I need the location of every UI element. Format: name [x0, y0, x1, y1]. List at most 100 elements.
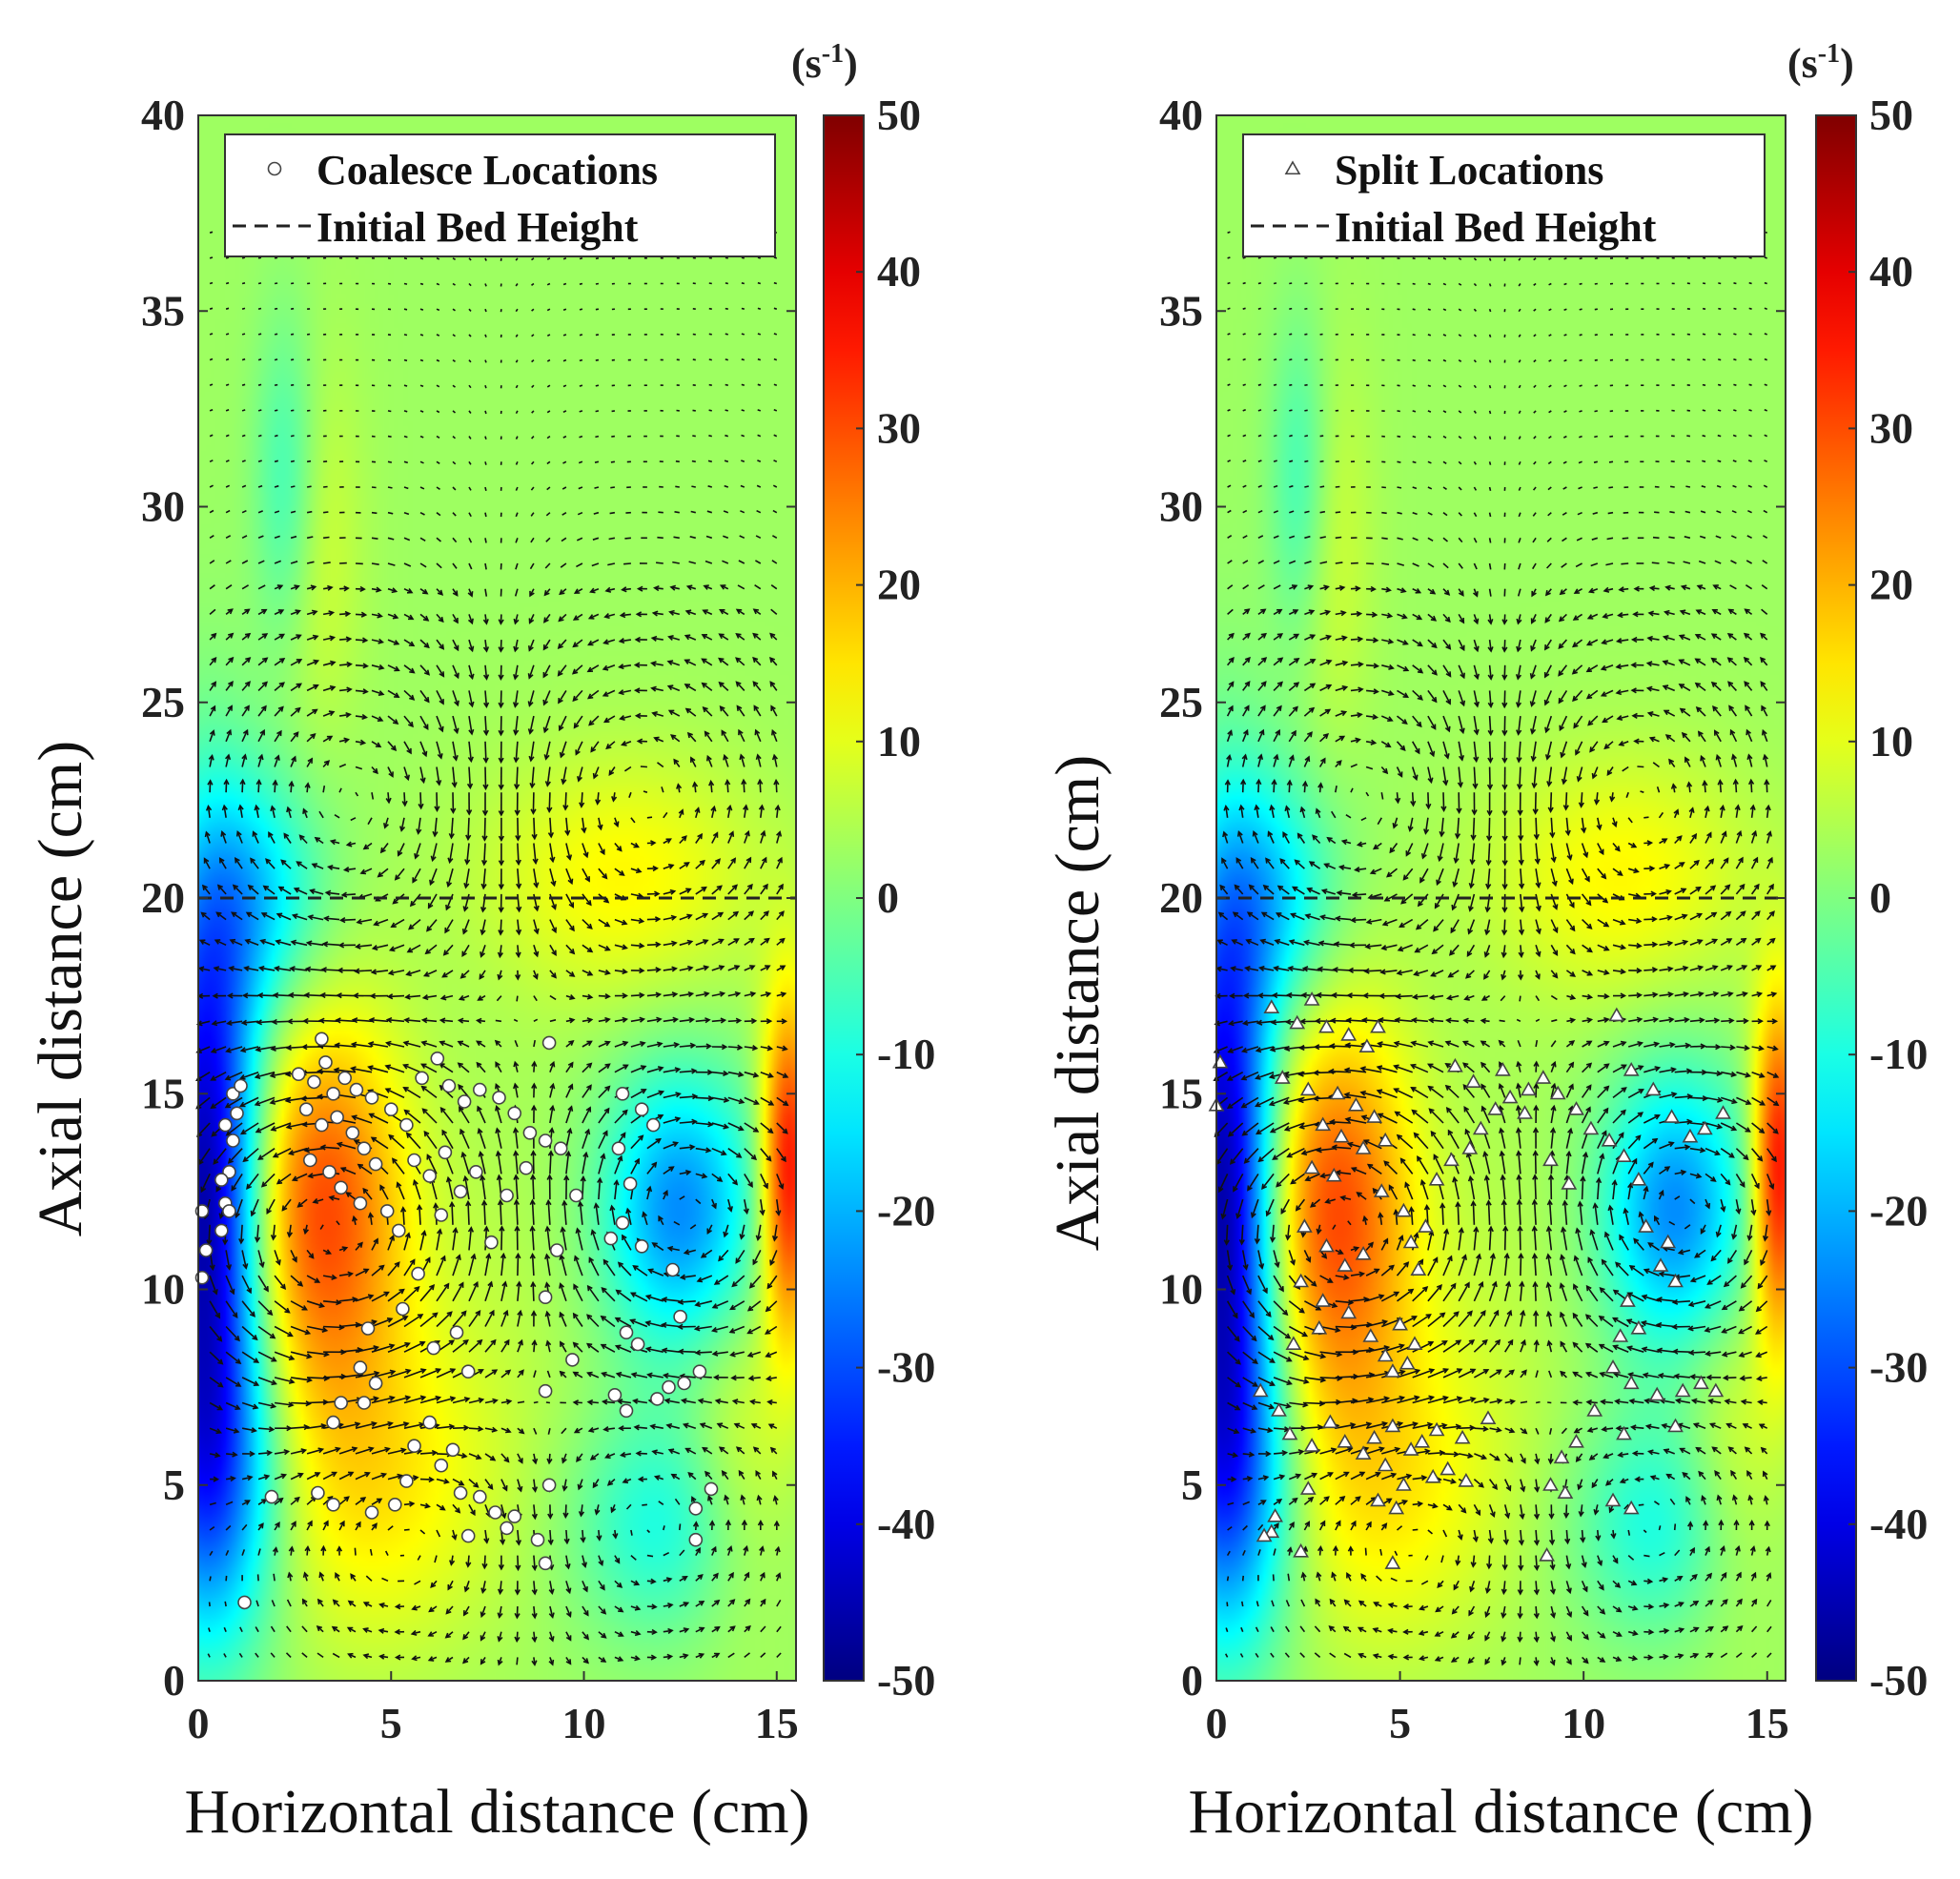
vector-arrow — [484, 1427, 497, 1432]
vector-arrow — [406, 1133, 421, 1150]
vector-arrow-head — [320, 1422, 328, 1430]
vector-arrow-head — [532, 1458, 539, 1465]
vector-arrow — [630, 1134, 643, 1150]
vector-arrow — [579, 435, 583, 439]
vector-arrow — [225, 1325, 240, 1341]
coalesce-marker — [326, 1415, 340, 1430]
coalesce-marker — [357, 1396, 372, 1410]
vector-arrow-head — [513, 1174, 520, 1180]
vector-arrow — [1459, 1426, 1475, 1429]
vector-arrow-head — [772, 1495, 779, 1501]
x-tick-label: 0 — [188, 1699, 210, 1747]
vector-arrow — [225, 1250, 231, 1270]
vector-arrow-head — [500, 1252, 506, 1259]
vector-arrow-head — [495, 1127, 501, 1134]
vector-arrow-head — [429, 1284, 436, 1291]
vector-arrow — [467, 1555, 470, 1567]
vector-arrow — [741, 256, 745, 259]
vector-arrow — [322, 1275, 337, 1279]
vector-arrow-head — [343, 1496, 350, 1502]
vector-arrow — [497, 1152, 502, 1174]
vector-arrow — [436, 1368, 456, 1379]
y-tick-label: 25 — [141, 678, 185, 726]
vector-arrow-head — [444, 1632, 451, 1639]
vector-arrow-head — [750, 1423, 758, 1429]
vector-arrow-head — [345, 1192, 352, 1197]
vector-arrow — [730, 1351, 745, 1357]
vector-arrow — [403, 384, 408, 387]
vector-arrow — [731, 1377, 745, 1379]
vector-arrow-head — [462, 1634, 469, 1641]
vector-arrow-head — [394, 1628, 400, 1635]
vector-arrow-head — [589, 1454, 597, 1460]
vector-arrow — [403, 1528, 410, 1531]
vector-arrow-head — [419, 1368, 427, 1375]
vector-arrow — [483, 1555, 486, 1568]
vector-arrow-head — [427, 1631, 434, 1637]
vector-arrow-head — [729, 1599, 736, 1605]
vector-arrow — [481, 1581, 486, 1593]
vector-arrow-head — [481, 1562, 488, 1570]
vector-arrow — [484, 461, 487, 465]
vector-arrow — [468, 1254, 476, 1276]
vector-arrow — [565, 1605, 572, 1617]
vector-arrow-head — [586, 1284, 593, 1292]
vector-arrow — [573, 1371, 583, 1379]
vector-arrow — [1487, 1200, 1491, 1225]
vector-arrow-head — [667, 1627, 674, 1635]
vector-arrow — [241, 1325, 257, 1340]
vector-arrow-head — [622, 1234, 627, 1241]
vector-arrow — [499, 1581, 502, 1594]
vector-arrow — [679, 1195, 685, 1200]
vector-arrow-head — [409, 1258, 416, 1265]
vector-arrow — [306, 1275, 320, 1283]
vector-arrow — [594, 486, 600, 489]
vector-arrow-head — [745, 1624, 751, 1632]
vector-arrow — [209, 1300, 220, 1318]
vector-arrow-head — [515, 1252, 521, 1259]
vector-arrow — [290, 460, 296, 463]
coalesce-marker — [630, 1337, 645, 1352]
vector-arrow — [1226, 1576, 1230, 1582]
vector-arrow — [436, 1425, 454, 1429]
vector-arrow-head — [600, 1315, 607, 1321]
vector-arrow — [403, 308, 408, 311]
vector-arrow-head — [373, 1370, 380, 1377]
vector-arrow — [594, 460, 600, 463]
vector-arrow — [290, 307, 295, 310]
vector-arrow-head — [544, 1225, 551, 1233]
vector-arrow-head — [548, 1659, 555, 1666]
vector-arrow — [419, 282, 424, 286]
vector-arrow — [306, 485, 312, 488]
vector-arrow — [467, 1201, 470, 1225]
vector-arrow-head — [389, 1395, 396, 1401]
vector-arrow-head — [473, 1481, 480, 1488]
vector-arrow — [622, 1235, 632, 1251]
coalesce-marker — [468, 1165, 483, 1179]
vector-arrow-head — [412, 1178, 419, 1186]
vector-arrow-head — [672, 1141, 680, 1148]
vector-arrow-head — [714, 1599, 721, 1605]
vector-arrow-head — [371, 1522, 378, 1529]
vector-arrow-head — [530, 1280, 537, 1288]
vector-arrow-head — [235, 1404, 241, 1410]
vector-arrow-head — [404, 1232, 411, 1238]
vector-arrow-head — [389, 1235, 395, 1241]
vector-arrow — [560, 1283, 567, 1302]
vector-arrow — [773, 307, 778, 310]
vector-arrow — [403, 257, 408, 260]
vector-arrow — [452, 1339, 469, 1353]
vector-arrow — [595, 358, 600, 361]
vector-arrow-head — [629, 1292, 637, 1297]
vector-arrow-head — [766, 1155, 772, 1162]
vector-arrow — [225, 281, 230, 285]
vector-arrow-head — [665, 1422, 673, 1429]
vector-arrow — [582, 1555, 586, 1567]
vector-arrow-head — [496, 1174, 502, 1181]
vector-arrow — [384, 1550, 389, 1556]
vector-arrow-head — [301, 1598, 308, 1604]
vector-arrow — [701, 1249, 713, 1258]
vector-arrow — [750, 1400, 761, 1404]
coalesce-marker — [549, 1243, 564, 1257]
vector-arrow — [1225, 1224, 1229, 1245]
